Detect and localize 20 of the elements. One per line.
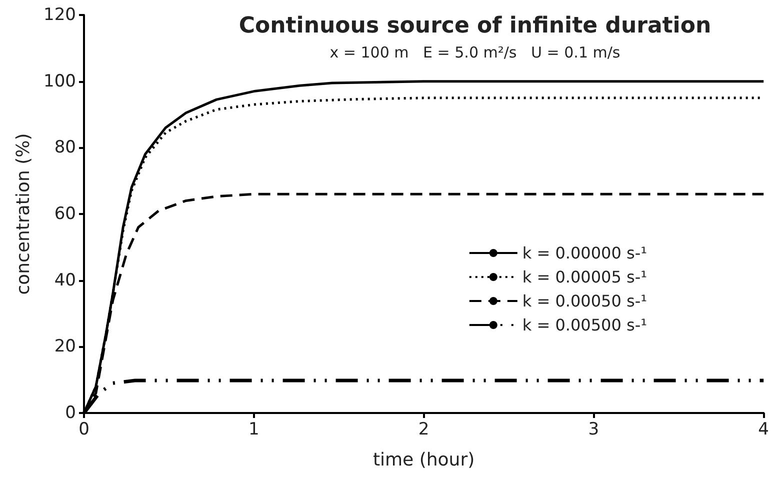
y-tick-label: 60 (54, 204, 76, 224)
x-tick-label: 2 (418, 420, 430, 440)
y-tick-label: 20 (54, 336, 76, 357)
legend-label: k = 0.00050 s-¹ (522, 292, 648, 310)
x-tick-label: 4 (758, 420, 770, 440)
x-tick-label: 3 (588, 420, 600, 440)
y-tick-label: 100 (44, 71, 76, 92)
legend-label: k = 0.00005 s-¹ (522, 268, 648, 286)
y-tick-label: 0 (65, 403, 76, 423)
text: x = 100 m E = 5.0 m²/s U = 0.1 m/s (330, 44, 620, 62)
legend-label: k = 0.00500 s-¹ (522, 316, 648, 334)
y-tick-label: 120 (44, 5, 76, 25)
chart-title: Continuous source of infinite duration (238, 14, 712, 38)
legend-label: k = 0.00000 s-¹ (522, 244, 648, 262)
x-tick-label: 1 (248, 420, 260, 440)
y-tick-label: 80 (54, 138, 76, 158)
y-tick-label: 40 (54, 270, 76, 290)
y-axis-title: concentration (%) (13, 133, 34, 295)
x-axis-title: time (hour) (372, 450, 475, 470)
x-tick-label: 0 (78, 420, 90, 440)
